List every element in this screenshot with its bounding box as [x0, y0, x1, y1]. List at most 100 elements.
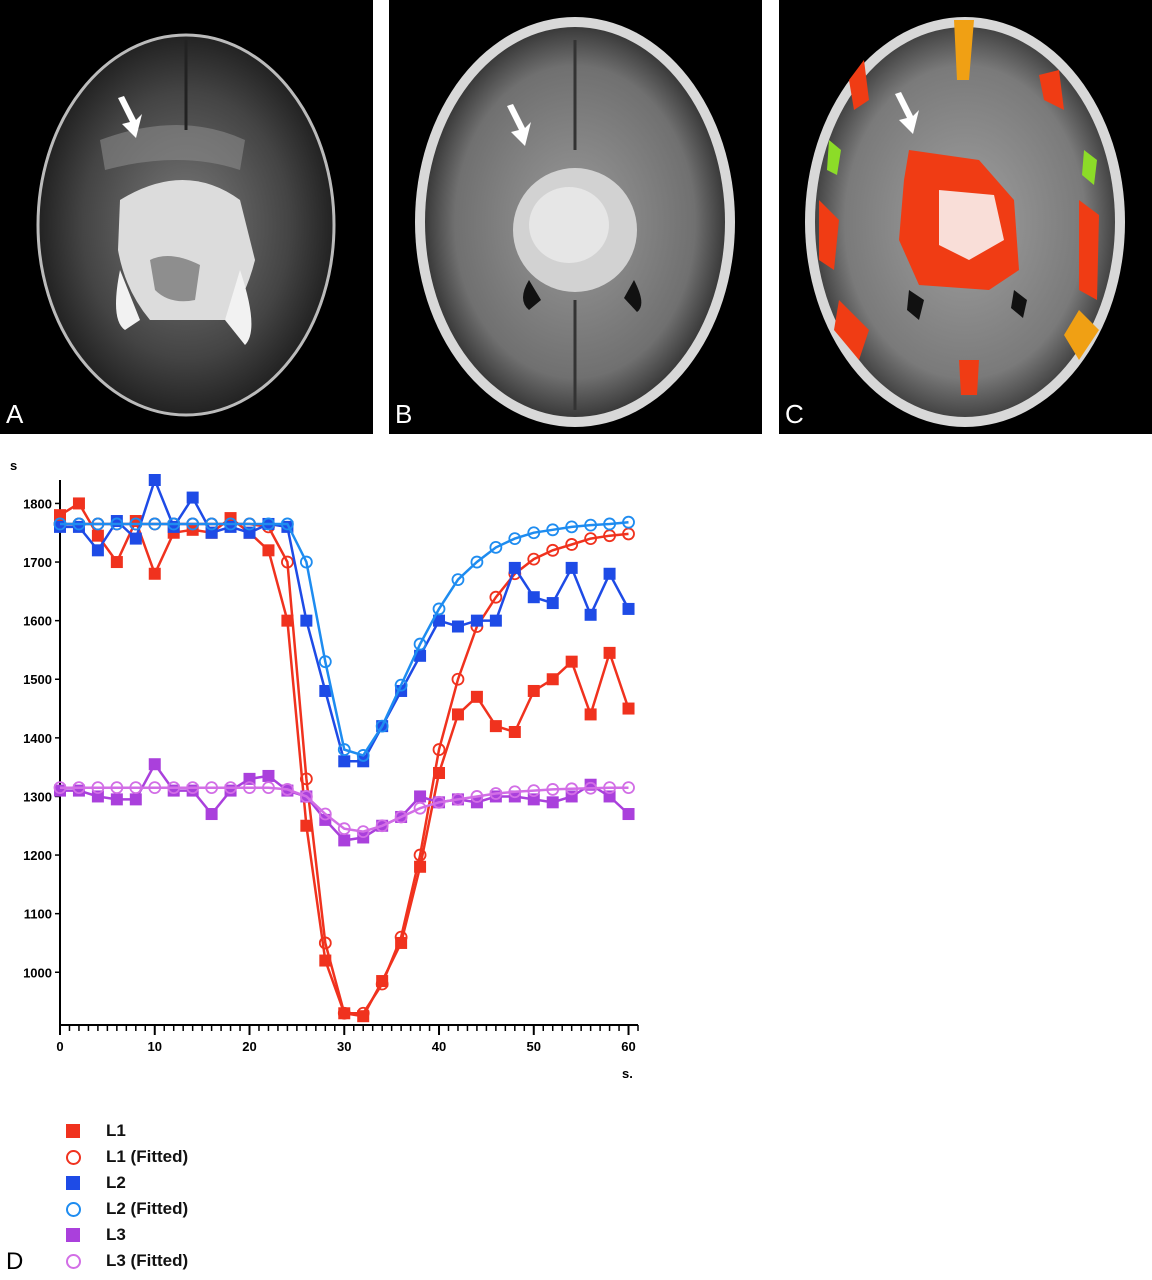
- mri-panel-b: B: [389, 0, 762, 434]
- data-point: [470, 690, 483, 703]
- legend-item: L1: [64, 1118, 188, 1144]
- data-point: [243, 781, 256, 795]
- x-tick-label: 30: [337, 1039, 351, 1054]
- series-l2-fitted: [53, 515, 635, 762]
- x-tick-label: 0: [56, 1039, 63, 1054]
- legend-label: L2 (Fitted): [106, 1199, 189, 1218]
- data-point: [584, 518, 598, 532]
- data-point: [300, 819, 313, 832]
- data-point: [243, 526, 256, 539]
- data-point: [110, 556, 123, 569]
- legend-label: L1 (Fitted): [106, 1147, 189, 1166]
- data-point: [508, 532, 522, 546]
- x-tick-label: 20: [242, 1039, 256, 1054]
- data-point: [603, 567, 616, 580]
- data-point: [300, 614, 313, 627]
- x-tick-label: 40: [432, 1039, 446, 1054]
- series-line: [60, 522, 629, 1015]
- data-point: [413, 848, 427, 862]
- data-point: [281, 614, 294, 627]
- data-point: [337, 1006, 351, 1020]
- legend-item: L3 (Fitted): [64, 1248, 188, 1274]
- data-point: [299, 555, 313, 569]
- y-tick-label: 1600: [23, 614, 52, 629]
- legend-label: L1: [106, 1121, 126, 1140]
- data-point: [433, 614, 446, 627]
- mri-image-a: [36, 33, 336, 417]
- data-point: [603, 790, 616, 803]
- panel-c-label: C: [785, 399, 804, 429]
- data-point: [148, 517, 162, 531]
- data-point: [451, 708, 464, 721]
- data-point: [546, 673, 559, 686]
- data-point: [603, 646, 616, 659]
- y-tick-label: 1500: [23, 672, 52, 687]
- x-tick-label: 50: [527, 1039, 541, 1054]
- series-line: [60, 476, 630, 763]
- data-point: [489, 540, 503, 554]
- chart-legend: L1 L1 (Fitted) L2 L2 (Fitted) L3 L3 (Fitted): [64, 1118, 188, 1274]
- data-point: [622, 781, 635, 795]
- data-point: [451, 672, 465, 686]
- data-point: [508, 725, 521, 738]
- legend-item: L2 (Fitted): [64, 1196, 188, 1222]
- data-point: [91, 529, 104, 542]
- mri-panel-a: A: [0, 0, 373, 434]
- data-point: [110, 517, 124, 531]
- data-point: [224, 517, 237, 531]
- data-point: [319, 684, 332, 697]
- data-point: [53, 781, 67, 795]
- legend-item: L2: [64, 1170, 188, 1196]
- data-point: [91, 781, 105, 795]
- data-point: [622, 808, 635, 821]
- square-marker-icon: [64, 1226, 82, 1244]
- data-point: [53, 517, 67, 531]
- data-point: [72, 517, 86, 531]
- series-l3: [54, 758, 635, 847]
- data-point: [603, 517, 616, 531]
- data-point: [489, 720, 502, 733]
- data-point: [394, 678, 408, 692]
- mri-image-b: [415, 17, 735, 427]
- data-point: [527, 526, 541, 540]
- data-point: [356, 749, 370, 762]
- data-point: [91, 790, 104, 803]
- data-point: [318, 807, 332, 821]
- data-point: [413, 801, 427, 815]
- arrow-icon: [118, 96, 142, 138]
- data-point: [527, 552, 541, 566]
- data-point: [432, 602, 446, 616]
- data-point: [148, 567, 161, 580]
- data-point: [451, 620, 464, 633]
- circle-marker-icon: [64, 1148, 82, 1166]
- data-point: [148, 781, 162, 795]
- y-axis-label: s: [10, 458, 17, 473]
- y-tick-label: 1800: [23, 496, 52, 511]
- data-point: [186, 781, 200, 795]
- data-point: [527, 784, 541, 797]
- square-marker-icon: [64, 1174, 82, 1192]
- data-point: [356, 1006, 370, 1020]
- data-point: [110, 793, 123, 806]
- data-point: [356, 825, 370, 839]
- mri-image-c: [805, 17, 1125, 427]
- data-point: [470, 614, 483, 627]
- y-tick-label: 1000: [23, 965, 52, 980]
- data-point: [262, 517, 275, 531]
- data-point: [546, 597, 559, 610]
- data-point: [186, 491, 199, 504]
- data-point: [224, 781, 237, 795]
- chart-axes: 0 10 20 30 40 50 60 1000 1100 1200 1300 1400 1500 160…: [23, 480, 639, 1054]
- y-tick-label: 1400: [23, 731, 52, 746]
- data-point: [584, 781, 598, 795]
- chart-series: [53, 474, 635, 1023]
- data-point: [262, 769, 275, 782]
- data-point: [546, 523, 560, 537]
- data-point: [262, 544, 275, 557]
- data-point: [508, 785, 522, 799]
- data-point: [318, 936, 332, 950]
- y-tick-label: 1300: [23, 789, 52, 804]
- y-tick-label: 1100: [24, 907, 52, 922]
- data-point: [243, 772, 256, 785]
- data-point: [338, 755, 351, 768]
